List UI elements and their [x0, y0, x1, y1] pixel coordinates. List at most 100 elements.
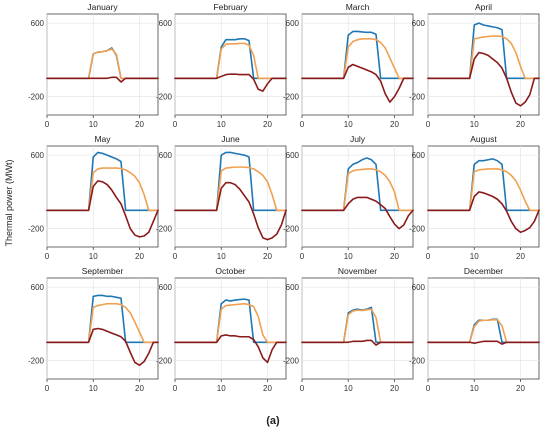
x-tick-label: 0 [173, 120, 178, 129]
x-tick-label: 20 [390, 384, 399, 393]
panel-april: April 600 -200 0 10 20 [409, 2, 540, 129]
y-tick-label: 600 [286, 283, 300, 292]
series-line-3 [301, 63, 414, 103]
panel-title: March [346, 2, 370, 12]
x-tick-label: 20 [263, 120, 272, 129]
panel-january: January 600 -200 0 10 20 [28, 2, 159, 129]
y-tick-label: 600 [412, 283, 426, 292]
x-tick-label: 0 [426, 252, 431, 261]
x-tick-label: 10 [89, 252, 98, 261]
x-tick-label: 20 [135, 120, 144, 129]
panel-frame [174, 277, 287, 380]
x-tick-label: 20 [135, 384, 144, 393]
y-tick-label: 600 [31, 283, 45, 292]
panel-title: April [475, 2, 492, 12]
series-line-3 [46, 76, 159, 83]
panel-frame [46, 13, 159, 116]
x-tick-label: 20 [516, 384, 525, 393]
series-line-3 [174, 334, 287, 364]
panel-title: July [350, 134, 366, 144]
panel-september: September 600 -200 0 10 20 [28, 266, 159, 393]
panel-title: November [338, 266, 377, 276]
x-tick-label: 10 [470, 252, 479, 261]
x-tick-label: 10 [217, 252, 226, 261]
panel-title: February [213, 2, 248, 12]
panel-july: July 600 -200 0 10 20 [283, 134, 414, 261]
series-line-3 [174, 73, 287, 92]
panel-title: June [221, 134, 240, 144]
x-tick-label: 20 [516, 252, 525, 261]
panel-frame [301, 13, 414, 116]
x-tick-label: 0 [45, 252, 50, 261]
y-tick-label: 600 [159, 283, 173, 292]
panel-title: May [94, 134, 111, 144]
figure-caption: (a) [266, 415, 280, 427]
x-tick-label: 10 [344, 120, 353, 129]
y-tick-label: 600 [31, 151, 45, 160]
series-line-3 [427, 340, 540, 345]
y-tick-label: -200 [156, 357, 173, 366]
x-tick-label: 10 [89, 384, 98, 393]
panel-february: February 600 -200 0 10 20 [156, 2, 287, 129]
x-tick-label: 20 [263, 384, 272, 393]
panel-may: May 600 -200 0 10 20 [28, 134, 159, 261]
series-line-3 [174, 181, 287, 241]
y-tick-label: -200 [283, 357, 300, 366]
y-tick-label: -200 [156, 93, 173, 102]
panel-frame [427, 13, 540, 116]
x-tick-label: 0 [173, 384, 178, 393]
x-tick-label: 0 [426, 120, 431, 129]
x-tick-label: 0 [300, 252, 305, 261]
series-line-3 [427, 191, 540, 234]
y-tick-label: -200 [409, 357, 426, 366]
x-tick-label: 0 [426, 384, 431, 393]
x-tick-label: 20 [516, 120, 525, 129]
y-tick-label: -200 [283, 93, 300, 102]
x-tick-label: 0 [45, 384, 50, 393]
panel-title: December [464, 266, 503, 276]
y-tick-label: -200 [409, 225, 426, 234]
y-tick-label: -200 [156, 225, 173, 234]
y-tick-label: 600 [286, 19, 300, 28]
panel-november: November 600 -200 0 10 20 [283, 266, 414, 393]
panel-title: September [82, 266, 124, 276]
y-tick-label: 600 [286, 151, 300, 160]
series-line-3 [301, 339, 414, 346]
x-tick-label: 10 [217, 120, 226, 129]
panel-title: October [215, 266, 245, 276]
series-line-3 [427, 51, 540, 107]
panel-august: August 600 -200 0 10 20 [409, 134, 540, 261]
x-tick-label: 0 [173, 252, 178, 261]
x-tick-label: 10 [470, 384, 479, 393]
panel-title: August [470, 134, 497, 144]
y-tick-label: 600 [412, 151, 426, 160]
y-axis-label: Thermal power (MWt) [4, 159, 14, 246]
panel-march: March 600 -200 0 10 20 [283, 2, 414, 129]
x-tick-label: 20 [263, 252, 272, 261]
x-tick-label: 0 [45, 120, 50, 129]
y-tick-label: 600 [159, 19, 173, 28]
y-tick-label: -200 [283, 225, 300, 234]
series-line-3 [46, 180, 159, 238]
panel-frame [427, 277, 540, 380]
x-tick-label: 0 [300, 384, 305, 393]
panel-frame [174, 13, 287, 116]
x-tick-label: 10 [470, 120, 479, 129]
y-tick-label: 600 [31, 19, 45, 28]
y-tick-label: -200 [28, 93, 45, 102]
y-tick-label: 600 [412, 19, 426, 28]
series-line-3 [301, 196, 414, 230]
panel-october: October 600 -200 0 10 20 [156, 266, 287, 393]
x-tick-label: 10 [344, 252, 353, 261]
panel-title: January [87, 2, 118, 12]
x-tick-label: 10 [89, 120, 98, 129]
x-tick-label: 0 [300, 120, 305, 129]
panel-frame [46, 145, 159, 248]
series-line-3 [46, 327, 159, 367]
x-tick-label: 20 [390, 120, 399, 129]
y-tick-label: -200 [28, 225, 45, 234]
panel-december: December 600 -200 0 10 20 [409, 266, 540, 393]
y-tick-label: -200 [28, 357, 45, 366]
